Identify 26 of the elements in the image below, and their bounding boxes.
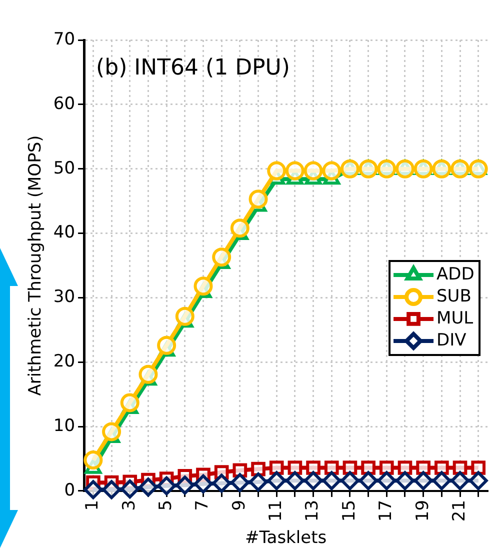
y-tick-label: 0 [64,480,76,500]
y-tick-label: 10 [53,416,76,436]
x-tick-label: 1 [82,500,103,511]
x-tick-label: 9 [229,500,250,511]
legend-label: MUL [436,308,474,328]
legend-label: DIV [436,330,467,350]
x-tick-label: 19 [412,500,433,522]
x-tick-label: 3 [119,500,140,511]
x-tick-label: 5 [156,500,176,511]
x-tick-label: 15 [339,500,360,522]
y-tick-label: 70 [53,29,76,50]
y-tick-label: 60 [53,94,76,114]
y-tick-label: 30 [53,287,76,308]
y-tick-label: 40 [53,222,76,243]
x-tick-label: 7 [192,500,213,511]
y-tick-label: 20 [53,352,76,372]
x-tick-label: 17 [376,500,396,522]
text: (b) INT64 (1 DPU) [96,56,290,81]
y-axis-title: Arithmetic Throughput (MOPS) [26,135,46,396]
legend-label: SUB [436,286,472,306]
x-axis-title: #Tasklets [244,528,327,548]
y-tick-label: 50 [53,158,76,178]
x-tick-label: 13 [302,500,323,522]
x-tick-label: 11 [266,500,286,522]
legend-label: ADD [436,264,474,284]
x-tick-label: 21 [449,500,470,522]
